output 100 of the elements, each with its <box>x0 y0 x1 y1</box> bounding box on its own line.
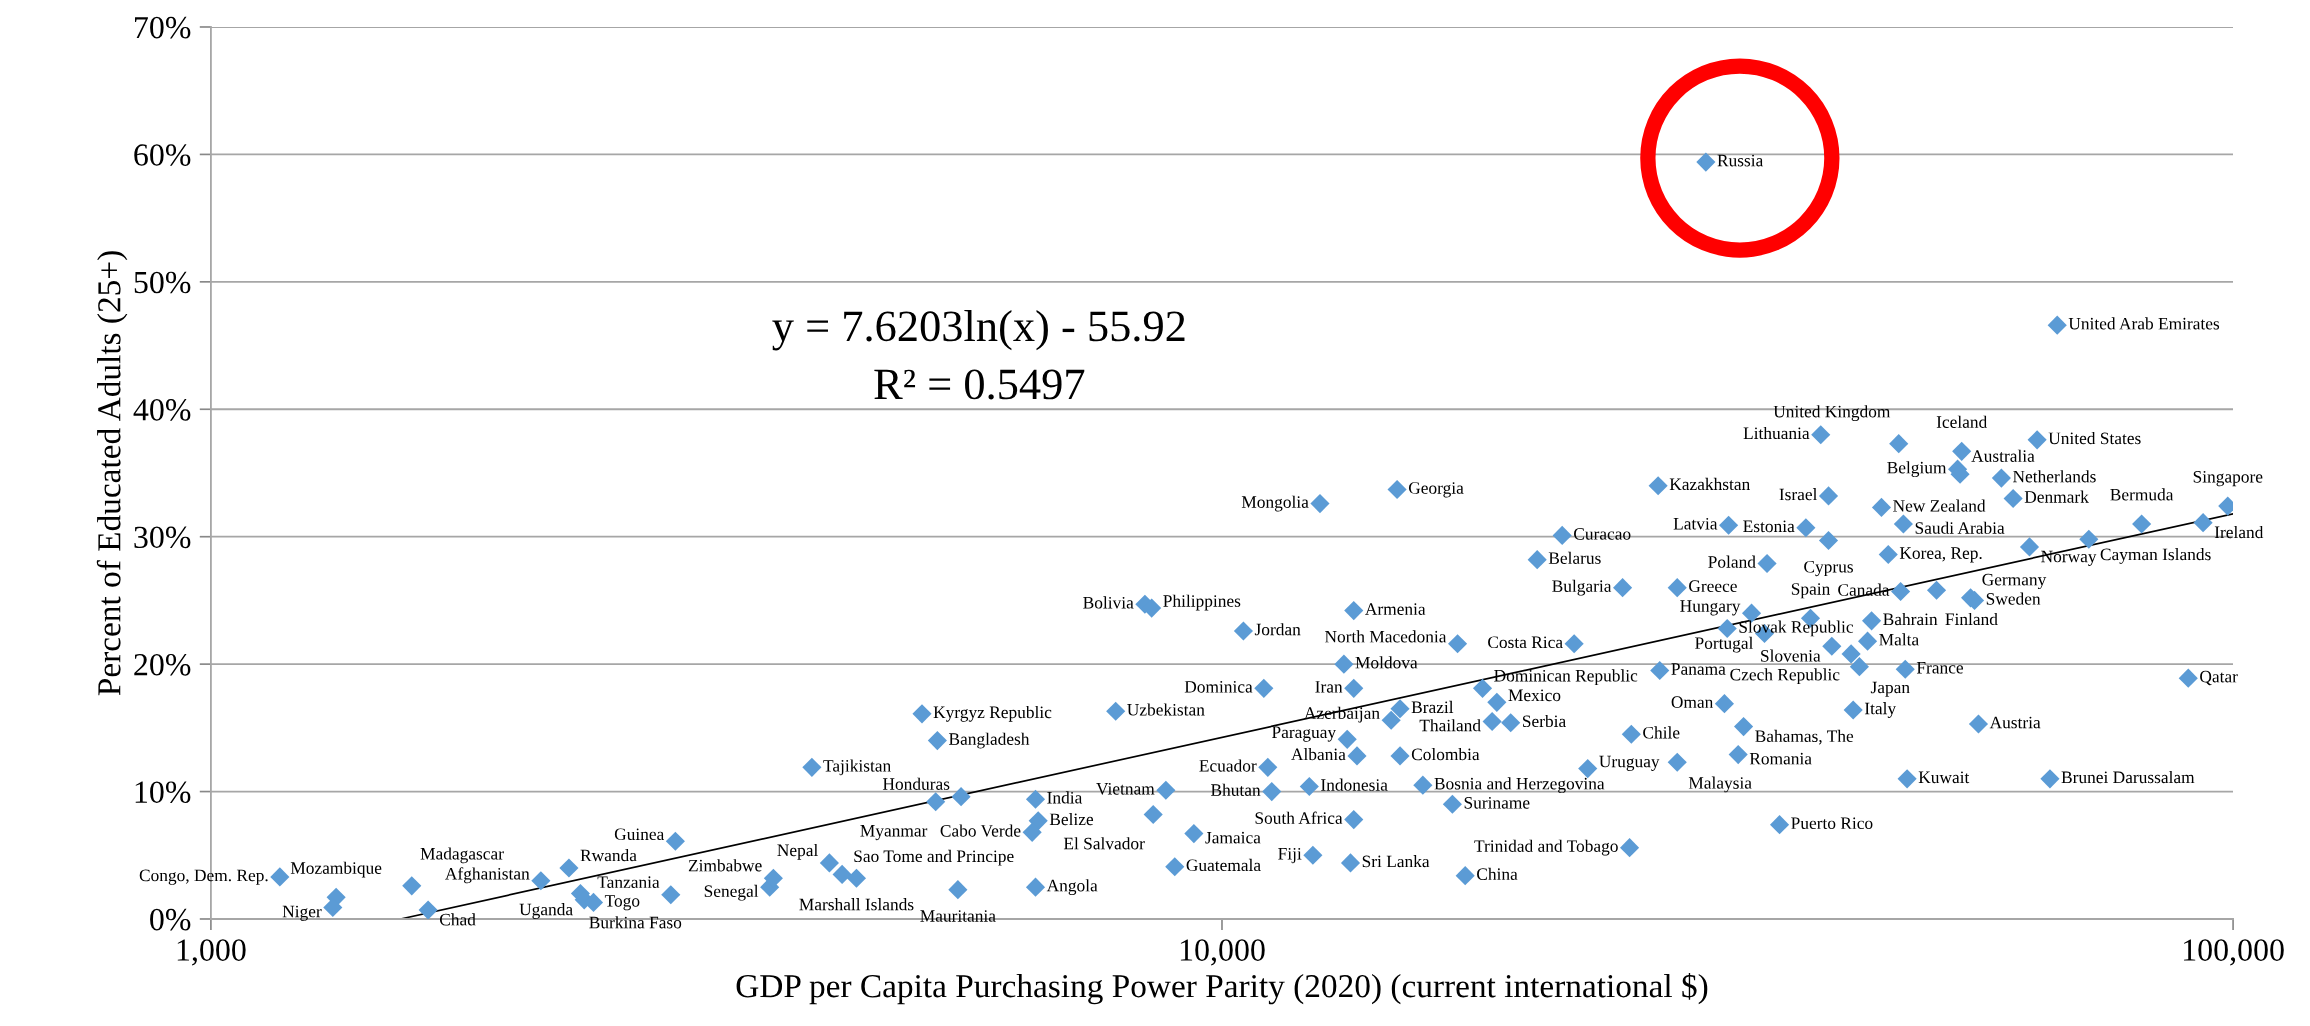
data-label: Honduras <box>882 777 950 790</box>
data-label: Jordan <box>1254 623 1301 636</box>
data-label: Bhutan <box>1210 783 1261 796</box>
y-axis-title: Percent of Educated Adults (25+) <box>96 251 128 696</box>
data-label: Estonia <box>1743 520 1795 533</box>
data-label: Lithuania <box>1743 426 1810 440</box>
data-label: Spain <box>1791 583 1831 599</box>
data-label: Kuwait <box>1918 771 1970 784</box>
data-label: Hungary <box>1680 600 1741 616</box>
data-label: Kyrgyz Republic <box>933 705 1052 722</box>
data-label: Russia <box>1717 154 1764 167</box>
data-label: Bulgaria <box>1552 579 1612 596</box>
data-label: Indonesia <box>1321 778 1388 791</box>
data-label: Angola <box>1046 879 1098 896</box>
data-label: Australia <box>1971 449 2035 462</box>
y-tick-label: 20% <box>134 653 191 676</box>
data-label: France <box>1916 662 1964 674</box>
data-label: Puerto Rico <box>1791 817 1873 830</box>
data-label: Thailand <box>1419 719 1481 732</box>
data-label: Austria <box>1989 716 2041 729</box>
data-label: South Africa <box>1255 811 1343 824</box>
data-label: Colombia <box>1411 748 1480 761</box>
data-label: El Salvador <box>1063 837 1145 850</box>
data-label: Bahamas, The <box>1755 729 1854 745</box>
data-label: Trinidad and Tobago <box>1474 839 1618 856</box>
data-label: Rwanda <box>580 849 637 862</box>
data-label: Myanmar <box>860 825 928 841</box>
data-label: North Macedonia <box>1324 630 1447 643</box>
data-label: Uzbekistan <box>1127 703 1205 716</box>
data-label: Dominica <box>1184 681 1253 693</box>
data-label: Jamaica <box>1205 831 1261 844</box>
data-label: Malta <box>1879 633 1919 646</box>
x-tick-label: 100,000 <box>2183 939 2284 966</box>
y-tick-label: 50% <box>134 271 191 294</box>
data-label: Panama <box>1671 663 1726 675</box>
data-label: Guatemala <box>1186 858 1261 872</box>
data-label: Cayman Islands <box>2100 548 2211 564</box>
y-tick-label: 0% <box>150 908 191 931</box>
data-label: Costa Rica <box>1488 636 1563 649</box>
data-label: Germany <box>1982 573 2047 590</box>
data-label: Mauritania <box>920 910 996 922</box>
y-tick-label: 30% <box>134 526 191 549</box>
data-label: Denmark <box>2024 490 2089 503</box>
data-label: Paraguay <box>1272 726 1337 742</box>
data-label: Sweden <box>1986 592 2041 605</box>
data-label: Cyprus <box>1804 560 1853 577</box>
data-label: Belgium <box>1887 461 1947 478</box>
data-label: Burkina Faso <box>589 916 682 929</box>
data-label: Congo, Dem. Rep. <box>139 869 268 885</box>
data-label: Latvia <box>1673 517 1718 530</box>
data-label: Uganda <box>519 903 573 919</box>
annotation: y = 7.6203ln(x) - 55.92 <box>772 310 1185 351</box>
data-label: Iran <box>1315 681 1343 693</box>
data-label: Poland <box>1708 555 1756 568</box>
data-label: China <box>1477 867 1518 881</box>
data-label: Cabo Verde <box>940 824 1021 837</box>
data-label: Korea, Rep. <box>1899 547 1982 563</box>
data-label: Armenia <box>1365 603 1426 615</box>
annotation: R² = 0.5497 <box>874 369 1085 400</box>
data-label: United States <box>2048 431 2141 445</box>
data-label: Madagascar <box>420 847 504 864</box>
y-tick-label: 70% <box>135 16 191 39</box>
data-label: Netherlands <box>2013 470 2096 483</box>
data-label: Guinea <box>614 828 665 841</box>
data-label: Ecuador <box>1199 759 1257 772</box>
data-label: Curacao <box>1574 528 1631 540</box>
data-label: Oman <box>1671 696 1714 708</box>
data-label: United Arab Emirates <box>2068 317 2220 330</box>
data-label: Marshall Islands <box>799 898 914 911</box>
data-label: Tajikistan <box>823 759 891 776</box>
y-tick-label: 10% <box>135 781 191 804</box>
data-label: Israel <box>1779 488 1818 501</box>
data-label: Dominican Republic <box>1494 669 1638 686</box>
data-label: Portugal <box>1695 636 1754 653</box>
data-label: Uruguay <box>1599 755 1660 771</box>
data-label: Bangladesh <box>948 732 1030 749</box>
data-label: Bermuda <box>2110 488 2174 501</box>
x-tick-label: 10,000 <box>1180 939 1265 966</box>
data-label: Albania <box>1291 748 1346 761</box>
data-label: Suriname <box>1464 796 1530 809</box>
data-label: Mozambique <box>290 861 382 878</box>
data-label: Fiji <box>1278 847 1302 864</box>
data-label: Qatar <box>2200 670 2238 686</box>
data-label: Sao Tome and Principe <box>854 849 1014 866</box>
x-tick-label: 1,000 <box>177 939 246 966</box>
data-label: India <box>1047 791 1083 804</box>
data-label: Niger <box>282 905 322 921</box>
data-label: Mongolia <box>1241 495 1309 512</box>
data-label: Senegal <box>704 884 759 901</box>
data-label: Bosnia and Herzegovina <box>1434 777 1605 794</box>
data-label: Belarus <box>1548 551 1601 564</box>
data-label: United Kingdom <box>1773 405 1891 422</box>
data-label: Moldova <box>1355 656 1418 669</box>
data-label: Slovak Republic <box>1739 620 1854 637</box>
data-label: Serbia <box>1522 714 1566 728</box>
data-label: Bolivia <box>1083 596 1134 609</box>
data-label: Vietnam <box>1096 782 1155 795</box>
data-label: Kazakhstan <box>1669 477 1750 491</box>
data-label: Philippines <box>1163 594 1241 611</box>
data-label: Georgia <box>1408 482 1464 498</box>
